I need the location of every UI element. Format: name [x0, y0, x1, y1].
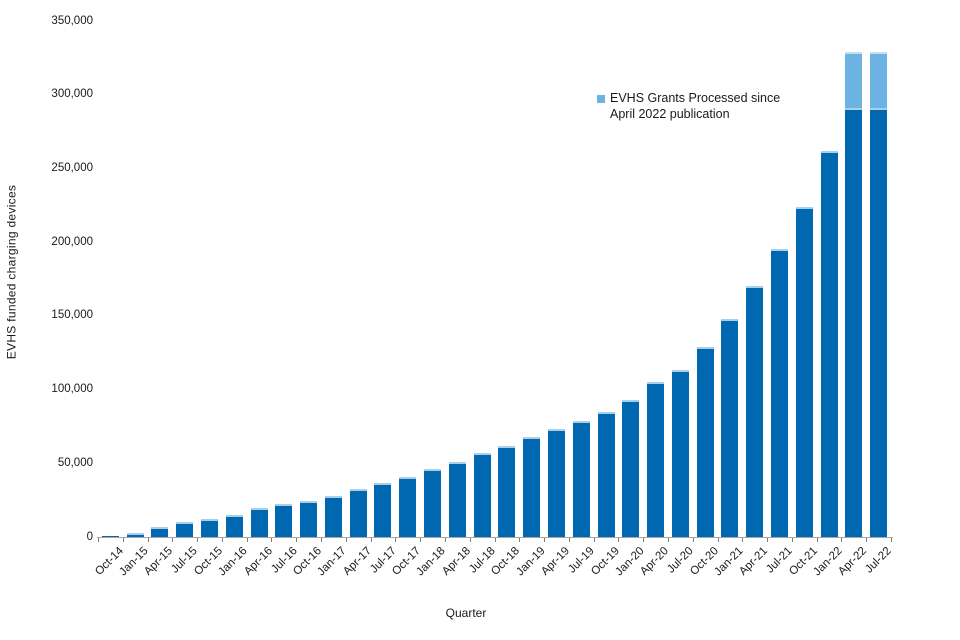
bar-Jan-22	[820, 150, 838, 537]
bar-Apr-21	[746, 286, 764, 537]
x-axis-tick-mark	[345, 538, 347, 542]
x-axis-tick-label: Jul-22	[863, 545, 895, 576]
x-axis-tick-mark	[791, 538, 793, 542]
x-axis-tick-mark	[767, 538, 769, 542]
y-axis-tick-label: 350,000	[51, 14, 93, 27]
x-axis-tick-mark	[271, 538, 273, 542]
bar-Jan-21	[721, 318, 739, 537]
x-axis-tick-mark	[618, 538, 620, 542]
x-axis-title: Quarter	[445, 606, 487, 620]
x-axis-tick-mark	[593, 538, 595, 542]
bar-Jan-18	[424, 469, 442, 537]
x-axis-tick-mark	[197, 538, 199, 542]
y-axis-tick-label: 50,000	[57, 456, 93, 469]
legend-label: EVHS Grants Processed since April 2022 p…	[610, 90, 780, 122]
x-axis-tick-mark	[395, 538, 397, 542]
bar-Jan-15	[126, 532, 144, 537]
x-axis-tick-mark	[469, 538, 471, 542]
y-axis-tick-label: 0	[86, 530, 93, 543]
bar-Jul-18	[473, 452, 491, 537]
x-axis-tick-mark	[841, 538, 843, 542]
x-axis-tick-mark	[866, 538, 868, 542]
x-axis-tick-mark	[221, 538, 223, 542]
bar-Jan-19	[523, 437, 541, 537]
x-axis-tick-mark	[172, 538, 174, 542]
bar-Oct-20	[696, 346, 714, 537]
x-axis-tick-mark	[816, 538, 818, 542]
x-axis-tick-mark	[717, 538, 719, 542]
bar-Oct-17	[399, 476, 417, 537]
y-axis-tick-label: 100,000	[51, 383, 93, 396]
legend-swatch-icon	[597, 95, 605, 103]
bar-Apr-18	[448, 461, 466, 537]
bar-Jan-16	[225, 514, 243, 537]
bar-Apr-15	[151, 527, 169, 537]
x-axis-tick-mark	[321, 538, 323, 542]
x-axis-tick-mark	[420, 538, 422, 542]
y-axis-tick-label: 150,000	[51, 309, 93, 322]
bar-top-segment-Jul-22	[870, 51, 888, 108]
x-axis-tick-mark	[519, 538, 521, 542]
x-axis-tick-mark	[667, 538, 669, 542]
x-axis-tick-mark	[742, 538, 744, 542]
bar-Apr-20	[647, 382, 665, 537]
bar-Jul-22	[870, 107, 888, 537]
bar-Jul-19	[572, 421, 590, 537]
bar-Apr-16	[250, 507, 268, 537]
bar-Jan-20	[622, 399, 640, 537]
bar-Oct-14	[101, 535, 119, 537]
x-axis-tick-mark	[147, 538, 149, 542]
bar-Oct-16	[300, 500, 318, 537]
bar-Jul-17	[374, 483, 392, 537]
x-axis-tick-mark	[494, 538, 496, 542]
bar-Jul-16	[275, 503, 293, 537]
y-axis-tick-label: 250,000	[51, 161, 93, 174]
legend-label-line1: EVHS Grants Processed since	[610, 91, 781, 105]
y-axis-tick-label: 200,000	[51, 235, 93, 248]
bar-Oct-15	[201, 518, 219, 537]
bar-Oct-18	[498, 445, 516, 537]
bar-Oct-19	[597, 411, 615, 537]
bar-Apr-22	[845, 107, 863, 537]
bar-Apr-17	[349, 488, 367, 537]
legend: EVHS Grants Processed since April 2022 p…	[597, 90, 780, 122]
bar-top-segment-Apr-22	[845, 51, 863, 108]
legend-label-line2: April 2022 publication	[610, 107, 730, 121]
x-axis-tick-mark	[370, 538, 372, 542]
x-axis-tick-mark	[122, 538, 124, 542]
x-axis-tick-mark	[98, 538, 99, 542]
x-axis-tick-mark	[246, 538, 248, 542]
x-axis-tick-mark	[568, 538, 570, 542]
x-axis-tick-mark	[544, 538, 546, 542]
x-axis-tick-mark	[444, 538, 446, 542]
bar-Jan-17	[324, 495, 342, 537]
x-axis-tick-mark	[296, 538, 298, 542]
bar-Apr-19	[547, 429, 565, 537]
bar-Oct-21	[795, 207, 813, 537]
bar-Jul-20	[671, 369, 689, 537]
x-axis-tick-mark	[891, 538, 892, 542]
bar-Jul-21	[770, 249, 788, 537]
bar-Jul-15	[176, 522, 194, 537]
x-axis-tick-mark	[692, 538, 694, 542]
x-axis-tick-mark	[643, 538, 645, 542]
y-axis-tick-label: 300,000	[51, 88, 93, 101]
x-axis-line	[97, 537, 893, 538]
y-axis-title: EVHS funded charging devices	[4, 184, 19, 360]
